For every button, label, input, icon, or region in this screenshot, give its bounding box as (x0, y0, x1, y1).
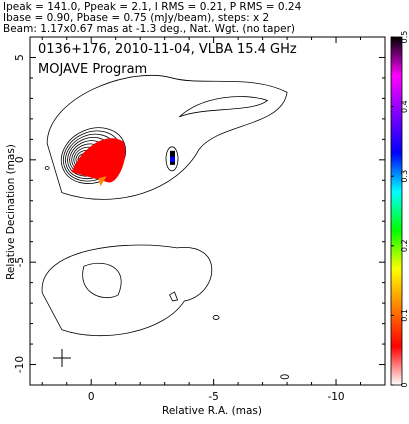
chart-subtitle: MOJAVE Program (38, 62, 147, 77)
colorbar-tick-label: 0.5 (400, 31, 409, 44)
header-line-3: Beam: 1.17x0.67 mas at -1.3 deg., Nat. W… (3, 23, 295, 35)
contour-jet (46, 74, 288, 200)
contour-spot (44, 166, 50, 170)
y-tick-label: -10 (14, 356, 26, 373)
chart-title: 0136+176, 2010-11-04, VLBA 15.4 GHz (38, 42, 297, 57)
x-tick-label: 0 (88, 391, 95, 403)
x-axis-label: Relative R.A. (mas) (162, 405, 262, 417)
pol-patch-knot (170, 156, 175, 162)
colorbar-tick-label: 0 (400, 382, 409, 387)
colorbar-tick-label: 0.2 (400, 239, 409, 252)
pol-patch-core (98, 176, 107, 187)
y-tick-label: 0 (14, 156, 26, 163)
y-tick-label: 5 (14, 54, 26, 61)
contour-south (82, 262, 122, 299)
pol-patch-core (71, 138, 126, 183)
header-line-1: Ipeak = 141.0, Ppeak = 2.1, I RMS = 0.21… (3, 1, 302, 13)
contour-spot (212, 315, 220, 320)
contour-spot (280, 374, 290, 380)
contour-south (169, 291, 179, 302)
contour-jet (179, 96, 269, 118)
colorbar-tick-label: 0.4 (400, 100, 409, 113)
x-tick-label: -5 (208, 391, 218, 403)
y-tick-label: -5 (14, 257, 26, 267)
y-axis-label: Relative Decination (mas) (5, 144, 17, 280)
colorbar-scale (390, 36, 403, 386)
colorbar-tick-label: 0.1 (400, 309, 409, 322)
header-line-2: Ibase = 0.90, Pbase = 0.75 (mJy/beam), s… (3, 12, 269, 24)
colorbar-tick-label: 0.3 (400, 170, 409, 183)
plot-frame (29, 36, 386, 386)
contour-knot (165, 146, 179, 172)
plot-area: 0 -5 -10 5 0 -5 -10 (14, 36, 386, 403)
x-tick-label: -10 (327, 391, 344, 403)
contour-south (41, 244, 213, 337)
colorbar: 0 0.1 0.2 0.3 0.4 0.5 (390, 31, 409, 388)
